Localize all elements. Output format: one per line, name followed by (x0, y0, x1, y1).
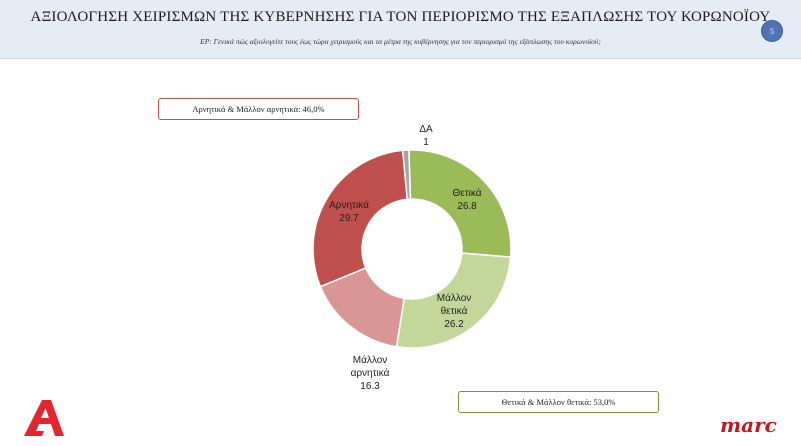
donut-slice-αρνητικά (312, 149, 409, 288)
data-label-value-μάλλον-θετικά: 26.2 (444, 319, 464, 330)
data-label-value-θετικά: 26.8 (457, 201, 477, 212)
data-label-category-αρνητικά: Αρνητικά (329, 199, 369, 211)
data-label-value-μάλλον-αρνητικά: 16.3 (360, 381, 380, 392)
positive-summary-box: Θετικά & Μάλλον θετικά: 53,0% (458, 391, 659, 413)
donut-slice-δα (401, 149, 412, 201)
alpha-logo-icon (24, 400, 64, 436)
data-label-category-δα: ΔΑ (419, 124, 433, 135)
data-label-category-μάλλον-θετικά: Μάλλον (437, 292, 472, 304)
data-label-category-μάλλον-αρνητικά: αρνητικά (351, 367, 390, 379)
question-subtitle: ΕΡ: Γενικά πώς αξιολογείτε τους έως τώρα… (200, 37, 601, 46)
negative-summary-box: Αρνητικά & Μάλλον αρνητικά: 46,0% (158, 98, 359, 120)
data-label-category-μάλλον-αρνητικά: Μάλλον (353, 354, 388, 366)
marc-logo: marc (720, 413, 777, 437)
page-title: ΑΞΙΟΛΟΓΗΣΗ ΧΕΙΡΙΣΜΩΝ ΤΗΣ ΚΥΒΕΡΝΗΣΗΣ ΓΙΑ … (30, 9, 771, 25)
header-bar: ΑΞΙΟΛΟΓΗΣΗ ΧΕΙΡΙΣΜΩΝ ΤΗΣ ΚΥΒΕΡΝΗΣΗΣ ΓΙΑ … (0, 0, 801, 59)
data-label-category-θετικά: Θετικά (452, 187, 481, 199)
data-label-value-δα: 1 (423, 137, 429, 148)
donut-slice-μάλλον-θετικά (395, 252, 512, 349)
donut-slice-θετικά (408, 149, 512, 258)
data-label-value-αρνητικά: 29.7 (339, 213, 359, 224)
page-number-badge: 5 (761, 20, 783, 42)
data-label-category-μάλλον-θετικά: θετικά (441, 305, 468, 317)
